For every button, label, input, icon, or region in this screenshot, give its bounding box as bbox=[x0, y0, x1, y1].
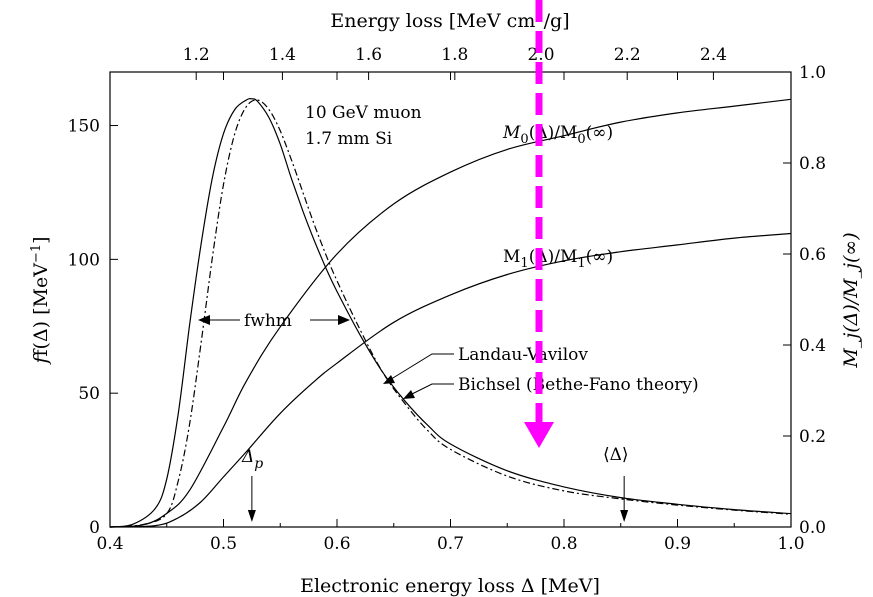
top-tick-label: 2.0 bbox=[527, 45, 554, 65]
y-right-tick-label: 0.2 bbox=[799, 427, 826, 447]
label-m1-sub: 1 bbox=[520, 256, 528, 271]
top-axis-ticks: 1.2 1.4 1.6 1.8 2.0 2.2 2.4 bbox=[183, 45, 727, 80]
x-tick-label: 0.9 bbox=[664, 534, 691, 554]
x-tick-label: 0.8 bbox=[550, 534, 577, 554]
label-m1-sub2: 1 bbox=[577, 256, 585, 271]
y-tick-label: 150 bbox=[68, 117, 100, 137]
x-axis-title: Electronic energy loss Δ [MeV] bbox=[300, 575, 600, 597]
top-tick-label: 2.2 bbox=[614, 45, 641, 65]
label-m1-end: (∞) bbox=[586, 247, 613, 267]
y-axis-title-pre: f(Δ) [MeV bbox=[30, 263, 52, 357]
y-axis-title: ff(Δ) [MeV−1] bbox=[29, 236, 52, 365]
series-curves bbox=[109, 98, 792, 528]
x-tick-label: 0.5 bbox=[210, 534, 237, 554]
x-tick-label: 0.7 bbox=[437, 534, 464, 554]
right-axis-ticks: 0.0 0.2 0.4 0.6 0.8 1.0 bbox=[783, 63, 826, 538]
series-line-landau-vavilov bbox=[109, 99, 792, 528]
top-tick-label: 1.8 bbox=[441, 45, 468, 65]
y-right-tick-label: 0.0 bbox=[799, 518, 826, 538]
y-right-tick-label: 0.8 bbox=[799, 154, 826, 174]
series-line-m1-m1 bbox=[109, 232, 792, 528]
label-m0-end: (∞) bbox=[586, 123, 613, 143]
x-tick-label: 0.6 bbox=[323, 534, 350, 554]
y-right-axis-title: M_j(Δ)/M_j(∞) bbox=[840, 232, 862, 368]
leader-landau-vavilov bbox=[387, 353, 454, 382]
top-tick-label: 1.4 bbox=[269, 45, 296, 65]
label-mean-delta: ⟨Δ⟩ bbox=[603, 445, 629, 465]
annotation-particle: 10 GeV muon bbox=[305, 103, 422, 123]
label-m0-sub2: 0 bbox=[577, 132, 585, 147]
top-tick-label: 2.4 bbox=[700, 45, 727, 65]
left-axis-ticks: 0 50 100 150 bbox=[68, 117, 118, 538]
label-m1-m: M bbox=[503, 247, 520, 267]
x-tick-label: 1.0 bbox=[777, 534, 804, 554]
fwhm-arrowhead-left bbox=[198, 315, 210, 325]
y-axis-title-post: ] bbox=[30, 236, 52, 243]
label-m0-sub: 0 bbox=[520, 132, 528, 147]
arrowhead-landau-vavilov bbox=[383, 375, 395, 384]
y-right-tick-label: 0.4 bbox=[799, 336, 826, 356]
top-axis-title-pre: Energy loss [MeV cm bbox=[330, 10, 535, 32]
leader-bichsel bbox=[407, 383, 454, 397]
marker-mean-delta-arrowhead bbox=[620, 510, 629, 522]
label-landau-vavilov: Landau-Vavilov bbox=[458, 345, 588, 365]
y-tick-label: 100 bbox=[68, 250, 100, 270]
y-axis-title-sup: −1 bbox=[29, 244, 44, 263]
label-bichsel: Bichsel (Bethe-Fano theory) bbox=[458, 375, 699, 395]
bottom-axis-ticks: 0.4 0.5 0.6 0.7 0.8 0.9 1.0 bbox=[96, 72, 805, 554]
label-delta-p-sub: p bbox=[254, 456, 263, 472]
plot-frame bbox=[109, 71, 792, 528]
label-delta-p: Δp bbox=[241, 447, 263, 472]
label-m0: M0(Δ)/M0(∞) bbox=[502, 123, 613, 147]
fwhm-arrowhead-right bbox=[338, 315, 350, 325]
fwhm-label: fwhm bbox=[244, 311, 292, 331]
y-tick-label: 0 bbox=[89, 518, 100, 538]
label-m1: M1(Δ)/M1(∞) bbox=[503, 247, 613, 271]
arrowhead-bichsel bbox=[403, 390, 415, 399]
series-line-bichsel-bethe-fano-theory bbox=[109, 98, 792, 528]
series-line-m0-m0 bbox=[109, 98, 792, 528]
top-tick-label: 1.6 bbox=[355, 45, 382, 65]
y-tick-label: 50 bbox=[78, 384, 100, 404]
top-axis-title: Energy loss [MeV cm2/g] bbox=[330, 9, 569, 32]
label-delta-p-main: Δ bbox=[241, 447, 254, 467]
overlay-arrow-head bbox=[524, 422, 554, 448]
x-tick-label: 0.4 bbox=[96, 534, 123, 554]
top-axis-title-post: /g] bbox=[544, 10, 570, 32]
y-right-tick-label: 1.0 bbox=[799, 63, 826, 83]
label-m0-m: M bbox=[502, 123, 521, 143]
top-tick-label: 1.2 bbox=[183, 45, 210, 65]
marker-delta-p-arrowhead bbox=[247, 510, 256, 522]
annotation-absorber: 1.7 mm Si bbox=[305, 129, 393, 149]
y-right-tick-label: 0.6 bbox=[799, 245, 826, 265]
